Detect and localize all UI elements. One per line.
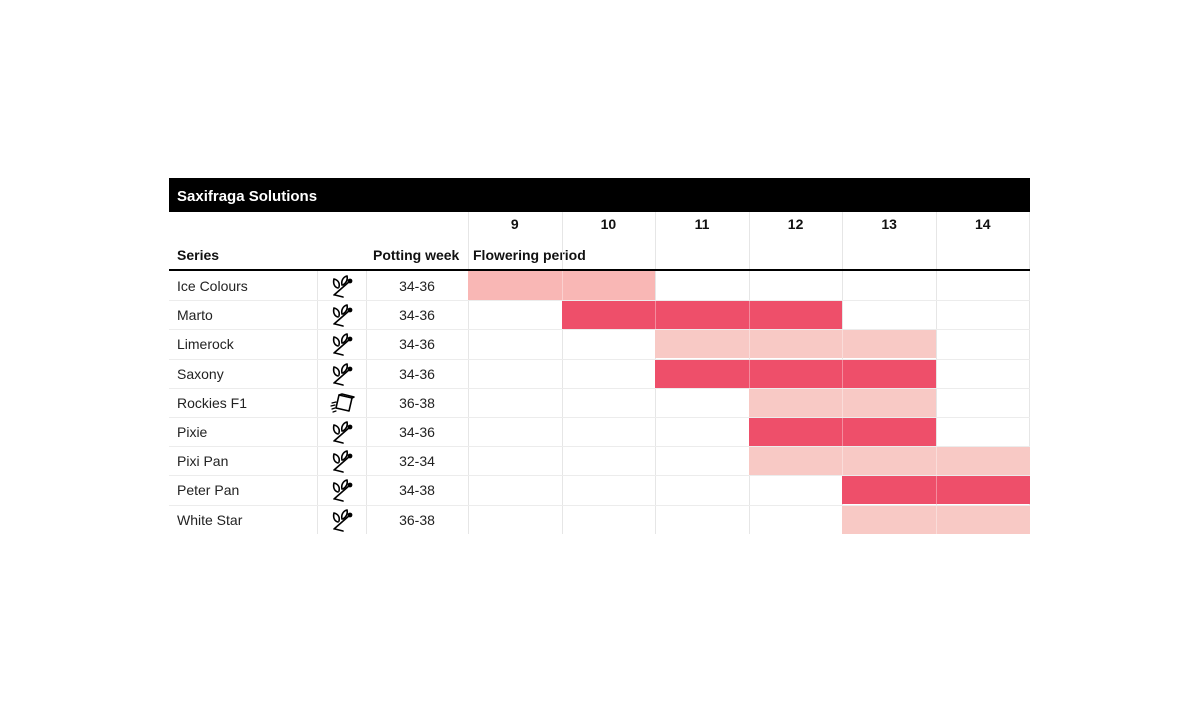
bar-segment-divider <box>936 446 937 476</box>
row-divider <box>169 300 1030 302</box>
potting-week-value: 34-38 <box>399 482 435 499</box>
week-label: 13 <box>881 216 897 232</box>
potting-week-value: 34-36 <box>399 424 435 440</box>
row-divider <box>169 358 1030 360</box>
bar-segment-divider <box>936 504 937 534</box>
flowering-bar <box>748 417 936 446</box>
week-divider <box>562 212 563 534</box>
table-row: Rockies F1 36-38 <box>169 387 1030 417</box>
potting-week-value: 34-36 <box>399 307 435 324</box>
potting-week-header: Potting week <box>373 247 460 263</box>
series-name: Pixi Pan <box>177 453 229 470</box>
potting-week-value: 34-36 <box>399 365 435 382</box>
table-row: Pixie 34-36 <box>169 417 1030 446</box>
table-row: Limerock 34-36 <box>169 329 1030 359</box>
row-divider <box>169 446 1030 448</box>
column-divider <box>366 271 367 534</box>
bar-segment-divider <box>842 446 844 476</box>
potting-week-value: 36-38 <box>399 511 435 528</box>
row-divider <box>169 387 1030 389</box>
table-row: Marto 34-36 <box>169 300 1030 330</box>
series-name: White Star <box>177 511 243 528</box>
week-label: 11 <box>694 216 710 232</box>
column-divider <box>317 271 318 534</box>
flowering-bar <box>748 446 1030 476</box>
plant-sprout-icon <box>329 477 355 503</box>
table-row: Ice Colours 34-36 <box>169 271 1030 300</box>
series-name: Ice Colours <box>177 278 248 294</box>
series-name: Saxony <box>177 365 224 382</box>
chart-title: Saxifraga Solutions <box>177 188 318 205</box>
table-row: Pixi Pan 32-34 <box>169 446 1030 476</box>
bar-segment-divider <box>842 329 844 359</box>
series-name: Pixie <box>177 424 208 440</box>
flowering-bar <box>655 358 936 388</box>
row-divider <box>169 329 1030 331</box>
week-divider <box>936 212 937 534</box>
plant-sprout-icon <box>329 273 355 299</box>
week-divider <box>468 212 469 534</box>
bar-segment-divider <box>936 475 937 505</box>
week-divider <box>1029 212 1030 534</box>
seed-tray-icon <box>329 390 355 416</box>
week-label: 12 <box>787 216 804 232</box>
plant-sprout-icon <box>329 507 355 533</box>
row-divider <box>169 417 1030 418</box>
plant-sprout-icon <box>329 419 355 445</box>
potting-week-value: 34-36 <box>399 336 435 353</box>
bar-segment-divider <box>748 329 750 359</box>
week-label: 9 <box>510 216 519 232</box>
plant-sprout-icon <box>329 331 355 357</box>
flowering-period-header: Flowering period <box>473 247 586 263</box>
flowering-bar <box>561 300 843 330</box>
flowering-bar <box>842 475 1030 505</box>
plant-sprout-icon <box>329 448 355 474</box>
flowering-bar <box>842 504 1030 534</box>
flowering-bar <box>468 271 656 300</box>
bar-segment-divider <box>655 300 657 330</box>
series-name: Limerock <box>177 336 234 353</box>
table-row: White Star 36-38 <box>169 504 1030 534</box>
potting-week-value: 32-34 <box>399 453 435 470</box>
potting-week-value: 34-36 <box>399 278 435 294</box>
plant-sprout-icon <box>329 361 355 387</box>
bar-segment-divider <box>842 417 844 446</box>
table-row: Saxony 34-36 <box>169 358 1030 388</box>
bar-segment-divider <box>748 300 750 330</box>
row-divider <box>169 504 1030 506</box>
bar-segment-divider <box>561 271 563 300</box>
week-label: 14 <box>975 216 991 232</box>
flowering-bar <box>748 387 936 417</box>
flowering-chart: Saxifraga Solutions 9 10 11 12 13 14 Series P… <box>169 178 1030 538</box>
week-label: 10 <box>600 216 617 232</box>
bar-segment-divider <box>842 358 844 388</box>
series-name: Rockies F1 <box>177 394 248 411</box>
bar-segment-divider <box>748 358 750 388</box>
plant-sprout-icon <box>329 302 355 328</box>
series-header: Series <box>177 247 220 263</box>
series-name: Marto <box>177 307 213 324</box>
series-name: Peter Pan <box>177 482 240 499</box>
table-row: Peter Pan 34-38 <box>169 475 1030 505</box>
flowering-bar <box>655 329 936 359</box>
bar-segment-divider <box>842 387 844 417</box>
row-divider <box>169 475 1030 477</box>
header-divider <box>169 269 1030 271</box>
title-bar: Saxifraga Solutions <box>169 178 1030 212</box>
potting-week-value: 36-38 <box>399 394 435 411</box>
